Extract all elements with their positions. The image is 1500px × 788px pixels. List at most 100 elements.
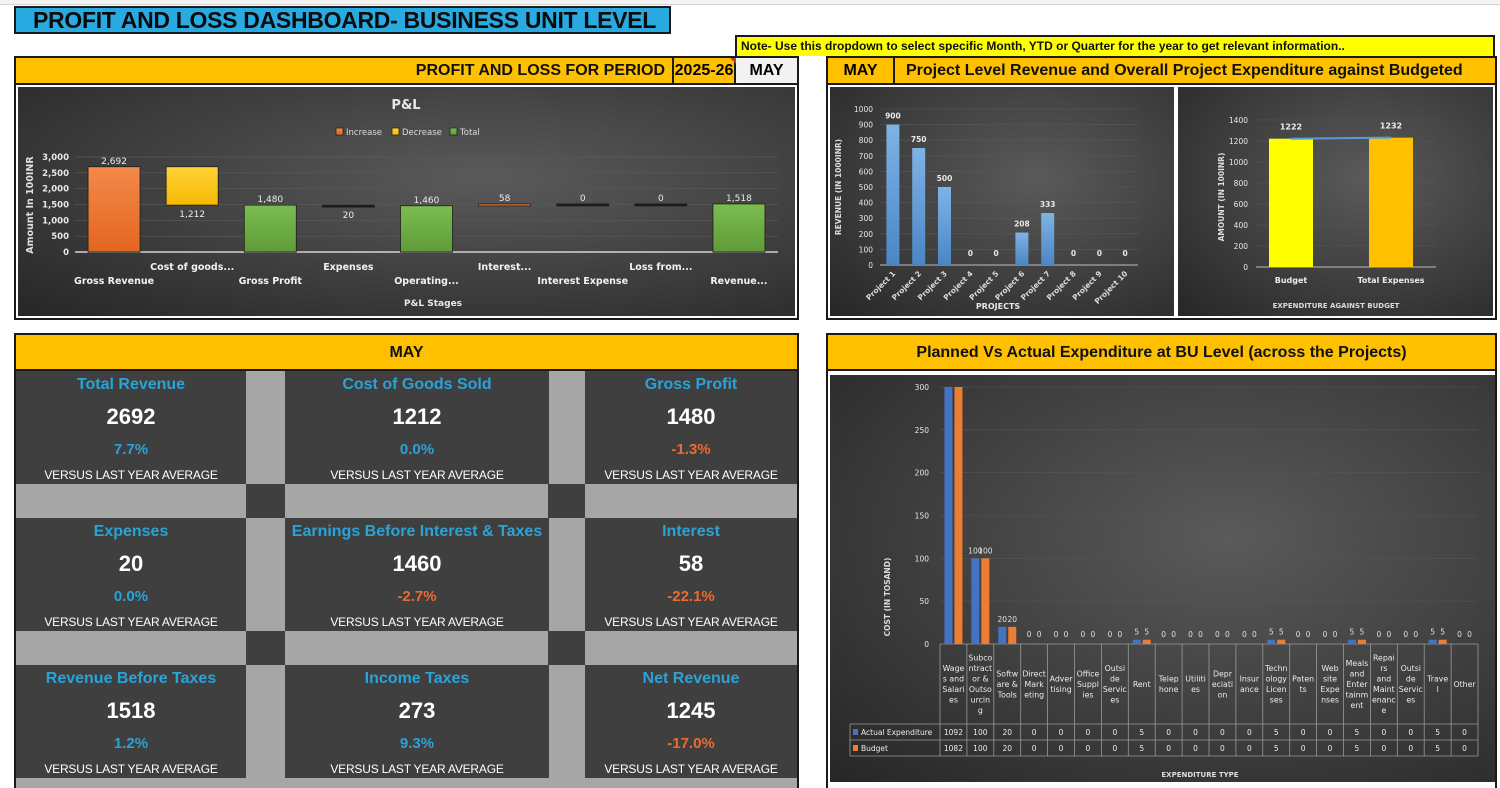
- y-tick-label: 600: [859, 167, 874, 176]
- category-label: Outso: [969, 685, 992, 694]
- x-tick-label: Budget: [1275, 276, 1308, 285]
- category-label: Maint: [1373, 685, 1395, 694]
- kpi-value: 1518: [106, 698, 156, 723]
- y-axis-title: AMOUNT (IN 100INR): [1217, 153, 1226, 242]
- category-label: es: [1110, 696, 1119, 705]
- category-label: es: [1191, 685, 1200, 694]
- table-cell: 0: [1220, 728, 1225, 737]
- table-cell: 0: [1112, 728, 1117, 737]
- x-axis-title: P&L Stages: [404, 299, 462, 309]
- category-label: hone: [1159, 685, 1179, 694]
- data-label: 0: [1413, 630, 1418, 639]
- data-label: 0: [1333, 630, 1338, 639]
- legend-label: Total: [459, 128, 480, 138]
- kpi-value: 1245: [666, 698, 716, 723]
- data-label: 500: [937, 174, 953, 183]
- data-label: 100: [968, 546, 983, 555]
- data-label: 100: [978, 546, 993, 555]
- waterfall-bar: [634, 203, 688, 207]
- y-axis-title: Amount In 100INR: [25, 156, 36, 254]
- table-cell: 5: [1274, 728, 1279, 737]
- series-label: Actual Expenditure: [861, 728, 933, 737]
- category-label: and: [1377, 675, 1392, 684]
- table-cell: 0: [1381, 744, 1386, 753]
- expenditure-bar: [1347, 639, 1356, 644]
- y-tick-label: 1000: [1229, 158, 1248, 167]
- kpi-title: Net Revenue: [642, 670, 740, 687]
- kpi-change: -1.3%: [671, 441, 711, 458]
- waterfall-bar: [400, 205, 453, 253]
- data-label: 0: [1037, 630, 1042, 639]
- kpi-value: 2692: [106, 404, 156, 429]
- data-label: 900: [885, 112, 901, 121]
- data-label: 20: [1007, 615, 1017, 624]
- legend-label: Decrease: [402, 128, 442, 138]
- table-cell: 0: [1328, 744, 1333, 753]
- x-tick-label: Loss from...: [629, 262, 692, 273]
- kpi-comparison-label: VERSUS LAST YEAR AVERAGE: [44, 762, 218, 776]
- kpi-title: Interest: [662, 523, 720, 540]
- expenditure-bar: [954, 387, 963, 644]
- data-label: 0: [1097, 249, 1102, 258]
- data-label: 0: [1457, 630, 1462, 639]
- waterfall-bar: [165, 166, 219, 206]
- data-label: 0: [1117, 630, 1122, 639]
- pl-period-label: PROFIT AND LOSS FOR PERIOD: [415, 62, 665, 79]
- data-label: 5: [1269, 628, 1274, 637]
- table-cell: 0: [1408, 744, 1413, 753]
- category-label: Mark: [1025, 680, 1045, 689]
- category-label: Repai: [1373, 654, 1395, 663]
- category-label: ies: [1082, 690, 1093, 699]
- data-label: 0: [1376, 630, 1381, 639]
- x-tick-label: Interest Expense: [537, 276, 628, 287]
- category-label: on: [1218, 690, 1228, 699]
- kpi-value: 58: [678, 551, 704, 576]
- project-bar: [938, 187, 951, 265]
- data-label: 5: [1279, 628, 1284, 637]
- kpi-comparison-label: VERSUS LAST YEAR AVERAGE: [330, 468, 504, 482]
- y-tick-label: 500: [51, 232, 69, 242]
- kpi-value: 273: [398, 698, 436, 723]
- category-label: Utiliti: [1185, 675, 1206, 684]
- data-label: 20: [997, 615, 1007, 624]
- category-label: are &: [997, 680, 1018, 689]
- period-dropdown[interactable]: MAY: [736, 58, 797, 83]
- project-bar: [1015, 232, 1029, 265]
- project-bar: [912, 148, 926, 265]
- category-label: urcin: [971, 696, 990, 705]
- kpi-change: -2.7%: [397, 588, 437, 605]
- grid-intersection: [548, 484, 585, 518]
- data-label: 0: [1225, 630, 1230, 639]
- kpi-title: Gross Profit: [644, 376, 738, 393]
- category-label: Trave: [1426, 675, 1448, 684]
- data-label: 5: [1350, 628, 1355, 637]
- data-label: 0: [1296, 630, 1301, 639]
- category-label: Expe: [1320, 685, 1339, 694]
- table-cell: 5: [1355, 744, 1360, 753]
- category-label: Direct: [1022, 669, 1045, 678]
- kpi-value: 1460: [392, 551, 442, 576]
- category-label: Enter: [1346, 680, 1368, 689]
- kpi-comparison-label: VERSUS LAST YEAR AVERAGE: [44, 615, 218, 629]
- data-label: 0: [1071, 249, 1076, 258]
- data-label: 1222: [1280, 123, 1302, 132]
- y-tick-label: 150: [915, 512, 930, 521]
- y-tick-label: 1000: [854, 105, 873, 114]
- y-tick-label: 600: [1234, 200, 1249, 209]
- data-label: 0: [1161, 630, 1166, 639]
- table-cell: 0: [1247, 728, 1252, 737]
- project-revenue-chart: 0 100 200 300 400 500 600 700 800 900 1000 REVENUE …: [830, 87, 1174, 316]
- table-cell: 0: [1247, 744, 1252, 753]
- data-label: 5: [1134, 628, 1139, 637]
- category-label: Tools: [997, 690, 1017, 699]
- data-label: 0: [1027, 630, 1032, 639]
- kpi-value: 1212: [392, 404, 442, 429]
- kpi-card: Revenue Before Taxes 1518 1.2% VERSUS LAST …: [16, 665, 246, 778]
- data-label: 0: [1054, 630, 1059, 639]
- project-header-label: Project Level Revenue and Overall Projec…: [906, 62, 1463, 79]
- legend-swatch: [853, 745, 858, 751]
- legend-swatch: [335, 127, 344, 136]
- kpi-comparison-label: VERSUS LAST YEAR AVERAGE: [604, 615, 778, 629]
- category-label: ology: [1266, 675, 1288, 684]
- data-label: 5: [1144, 628, 1149, 637]
